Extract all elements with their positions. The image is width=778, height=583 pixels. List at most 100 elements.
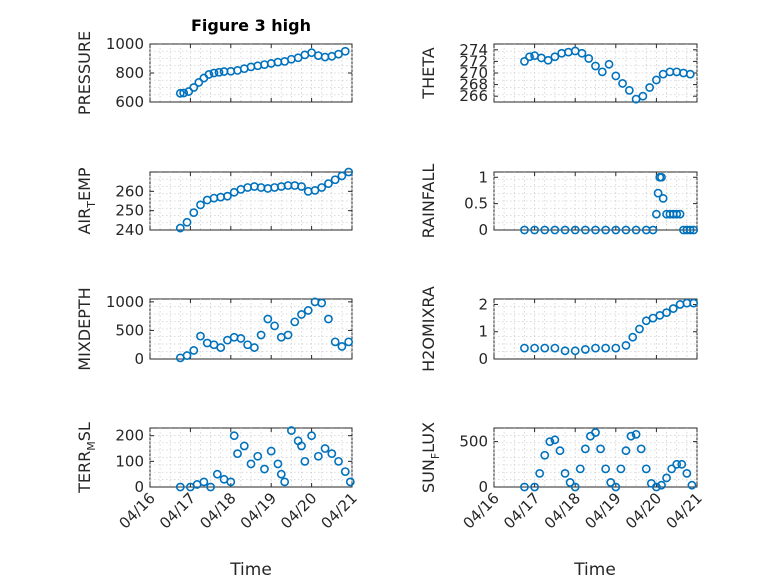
data-point <box>290 317 300 327</box>
data-point <box>530 482 539 492</box>
x-tick-label: 04/17 <box>156 489 199 532</box>
data-point <box>189 346 199 355</box>
data-point <box>591 343 600 353</box>
data-point <box>570 346 580 356</box>
data-point <box>317 183 327 192</box>
data-point <box>229 431 239 441</box>
x-tick-label: 04/21 <box>318 489 361 532</box>
x-tick-label: 04/18 <box>196 489 239 532</box>
y-tick-label: 240 <box>115 221 144 239</box>
data-point <box>313 451 323 461</box>
data-point <box>330 175 340 185</box>
data-point <box>307 431 316 441</box>
data-point <box>212 469 222 479</box>
x-tick-label: 04/17 <box>500 489 543 532</box>
data-point <box>657 172 666 182</box>
data-point <box>196 331 205 341</box>
data-point <box>645 83 655 92</box>
data-point <box>236 334 246 343</box>
data-point <box>260 464 269 474</box>
data-point <box>340 467 350 477</box>
data-point <box>233 449 242 459</box>
data-point <box>584 54 594 63</box>
y-tick-label: 268 <box>459 76 488 94</box>
data-point <box>682 468 692 478</box>
data-point <box>631 429 641 439</box>
data-point <box>635 324 644 334</box>
data-point <box>668 304 678 313</box>
data-point <box>246 459 256 469</box>
subplot-rainfall: 0 0.5 1 RAINFALL <box>419 164 699 239</box>
y-axis-label: TERRMSL <box>75 422 98 494</box>
data-point <box>597 67 607 77</box>
x-tick-label: 04/20 <box>622 489 665 532</box>
data-point <box>675 209 685 219</box>
data-point <box>580 225 590 235</box>
data-point <box>283 330 293 340</box>
data-point <box>239 441 249 451</box>
data-point <box>611 71 621 81</box>
y-tick-label: 600 <box>115 93 144 111</box>
data-point <box>256 330 266 340</box>
data-point <box>560 346 570 356</box>
data-point <box>297 182 306 191</box>
data-point <box>337 342 347 351</box>
data-point <box>662 308 671 318</box>
data-point <box>280 477 290 487</box>
data-point <box>658 193 668 203</box>
y-tick-label: 2 <box>478 295 488 313</box>
data-point <box>540 450 550 460</box>
data-point <box>621 340 631 350</box>
data-point <box>560 225 570 235</box>
data-point <box>206 482 215 492</box>
y-tick-label: 200 <box>115 427 144 445</box>
data-point <box>175 482 185 492</box>
data-point <box>520 225 529 235</box>
data-point <box>687 480 697 490</box>
x-tick-label: 04/21 <box>663 489 706 532</box>
subplot-terr-msl: 010020004/1604/1704/1804/1904/2004/21TER… <box>75 422 361 532</box>
data-point <box>580 444 590 454</box>
data-point <box>520 57 529 66</box>
data-point <box>345 477 355 487</box>
figure-title: Figure 3 high <box>191 16 311 35</box>
data-point <box>560 468 570 478</box>
data-point <box>525 52 534 62</box>
data-point <box>303 306 313 315</box>
data-point <box>334 456 343 466</box>
data-point <box>685 69 695 79</box>
data-point <box>194 78 204 87</box>
data-point <box>628 332 638 342</box>
data-point <box>631 225 641 235</box>
data-point <box>337 171 347 181</box>
y-tick-label: 0.5 <box>464 195 488 213</box>
y-tick-label: 1 <box>478 323 488 341</box>
data-point <box>570 225 580 235</box>
y-tick-label: 100 <box>115 452 144 470</box>
y-axis-label: PRESSURE <box>75 31 94 115</box>
data-point <box>611 343 621 353</box>
data-point <box>223 191 232 201</box>
y-tick-label: 500 <box>459 433 488 451</box>
data-point <box>175 88 185 98</box>
data-point <box>689 225 699 235</box>
subplot-sun-flux: 050004/1604/1704/1804/1904/2004/21SUNFLU… <box>419 422 706 532</box>
y-tick-label: 0 <box>134 478 144 496</box>
data-point <box>550 343 560 353</box>
data-point <box>263 314 273 324</box>
data-point <box>540 343 550 353</box>
data-point <box>636 444 646 454</box>
data-point <box>662 473 671 483</box>
data-point <box>652 209 661 219</box>
data-point <box>580 345 590 354</box>
y-axis-label: AIRTEMP <box>75 167 98 234</box>
data-point <box>214 67 224 77</box>
data-point <box>550 225 560 235</box>
data-point <box>575 464 585 474</box>
data-point <box>624 86 634 95</box>
x-tick-label: 04/18 <box>541 489 584 532</box>
y-tick-label: 0 <box>134 350 144 368</box>
data-point <box>677 459 687 469</box>
data-point <box>621 225 631 235</box>
